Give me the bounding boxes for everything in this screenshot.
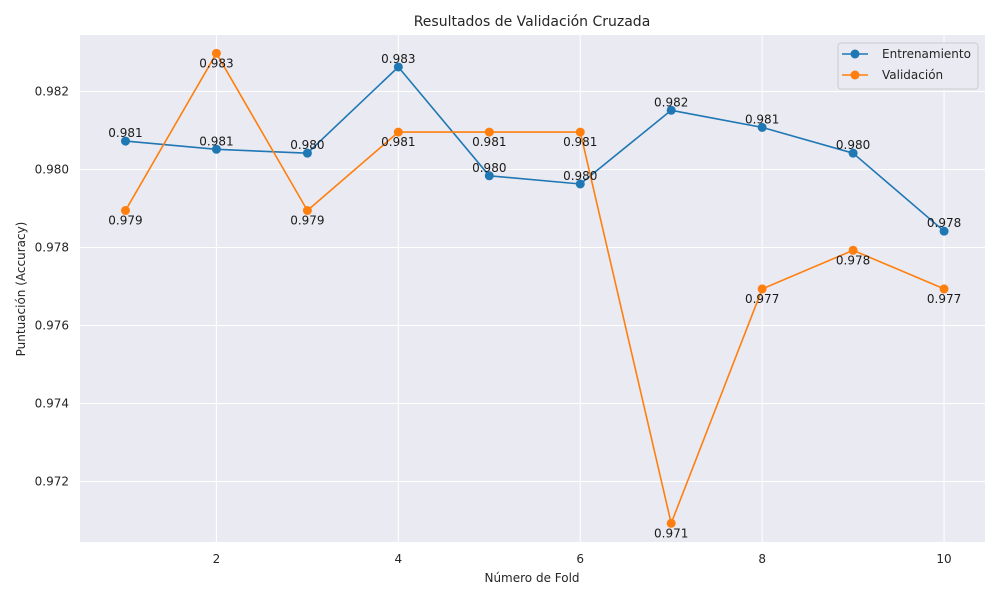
y-tick-label: 0.982 (35, 85, 69, 99)
data-point-entrenamiento (575, 179, 585, 189)
x-tick-label: 2 (213, 552, 221, 566)
legend-marker-entrenamiento (850, 49, 860, 59)
data-label-entrenamiento: 0.981 (199, 134, 233, 148)
data-point-entrenamiento (848, 148, 858, 158)
chart-title: Resultados de Validación Cruzada (414, 14, 651, 30)
y-tick-label: 0.976 (35, 319, 69, 333)
data-label-entrenamiento: 0.978 (927, 216, 961, 230)
data-label-validacion: 0.979 (108, 214, 142, 228)
x-tick-label: 8 (758, 552, 766, 566)
data-point-validacion (575, 127, 585, 137)
x-tick-label: 4 (395, 552, 403, 566)
legend-box (837, 42, 979, 90)
data-point-entrenamiento (120, 136, 130, 146)
legend-marker-validacion (850, 70, 860, 80)
legend-label-entrenamiento: Entrenamiento (882, 47, 971, 61)
data-point-entrenamiento (666, 105, 676, 115)
data-label-validacion: 0.971 (654, 526, 688, 540)
data-label-entrenamiento: 0.981 (745, 112, 779, 126)
data-point-entrenamiento (939, 226, 949, 236)
data-point-entrenamiento (211, 144, 221, 154)
y-axis-label: Puntuación (Accuracy) (14, 222, 28, 357)
data-label-validacion: 0.977 (745, 292, 779, 306)
data-label-entrenamiento: 0.980 (472, 161, 506, 175)
series-line-entrenamiento (125, 66, 945, 232)
data-label-entrenamiento: 0.980 (563, 169, 597, 183)
data-label-validacion: 0.978 (836, 253, 870, 267)
data-point-entrenamiento (393, 62, 403, 72)
data-label-entrenamiento: 0.980 (290, 138, 324, 152)
series-line-validacion (124, 52, 945, 525)
y-tick-label: 0.974 (35, 397, 69, 411)
data-point-validacion (393, 127, 403, 137)
data-point-validacion (848, 245, 858, 255)
legend-label-validacion: Validación (882, 68, 943, 82)
plot-area-background (80, 35, 985, 542)
data-label-entrenamiento: 0.983 (381, 52, 415, 66)
data-label-entrenamiento: 0.982 (654, 95, 688, 109)
data-point-validacion (211, 48, 221, 58)
data-point-validacion (120, 206, 130, 215)
data-point-validacion (484, 127, 494, 137)
data-label-validacion: 0.981 (563, 135, 597, 149)
data-label-validacion: 0.977 (927, 292, 961, 306)
data-point-entrenamiento (757, 122, 767, 132)
data-labels: 0.981 0.981 0.980 0.983 0.980 0.980 0.982 0.981… (108, 52, 961, 540)
data-point-validacion (757, 284, 767, 294)
data-label-entrenamiento: 0.981 (108, 126, 142, 140)
data-point-entrenamiento (302, 148, 312, 158)
data-label-validacion: 0.983 (199, 56, 233, 70)
x-axis-label: Número de Fold (484, 571, 579, 585)
legend: Entrenamiento Validación (837, 42, 979, 90)
data-label-validacion: 0.981 (381, 135, 415, 149)
data-point-validacion (666, 518, 676, 528)
y-tick-label: 0.978 (35, 241, 69, 255)
data-point-validacion (939, 284, 949, 294)
data-point-validacion (302, 206, 312, 215)
y-tick-label: 0.980 (35, 163, 69, 177)
data-label-validacion: 0.979 (290, 214, 324, 228)
tick-labels: 2 4 6 8 10 0.972 0.974 0.976 0.978 0.980 0.982 (35, 85, 952, 566)
data-point-entrenamiento (484, 171, 494, 181)
y-tick-label: 0.972 (35, 475, 69, 489)
data-label-validacion: 0.981 (472, 135, 506, 149)
x-tick-label: 6 (576, 552, 584, 566)
x-tick-label: 10 (936, 552, 951, 566)
series-layer (120, 48, 949, 528)
data-label-entrenamiento: 0.980 (836, 138, 870, 152)
